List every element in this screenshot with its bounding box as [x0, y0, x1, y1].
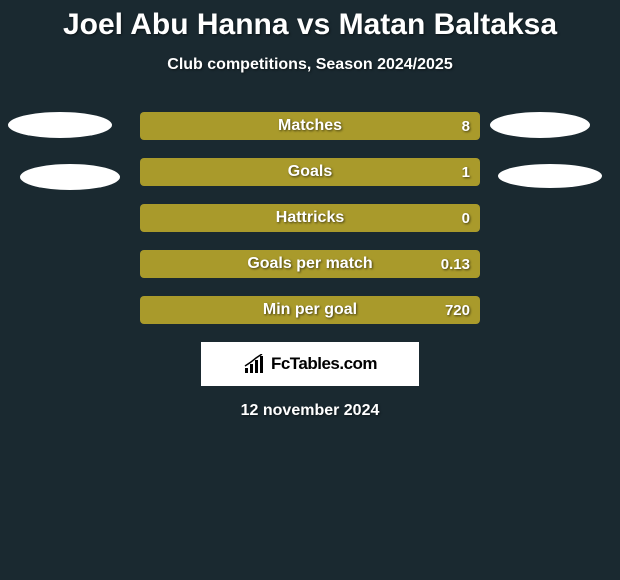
chart-icon — [243, 354, 267, 374]
logo-content: FcTables.com — [243, 354, 377, 374]
stat-value: 720 — [445, 302, 470, 319]
ellipse-decoration — [20, 164, 120, 190]
stat-label: Min per goal — [263, 301, 357, 319]
ellipse-decoration — [490, 112, 590, 138]
stat-value: 1 — [462, 164, 470, 181]
stat-label: Goals — [288, 163, 332, 181]
stat-bar-goals: Goals 1 — [140, 158, 480, 186]
stat-value: 8 — [462, 118, 470, 135]
stat-bar-matches: Matches 8 — [140, 112, 480, 140]
page-title: Joel Abu Hanna vs Matan Baltaksa — [0, 0, 620, 42]
date-text: 12 november 2024 — [0, 402, 620, 420]
ellipse-decoration — [498, 164, 602, 188]
stat-bar-goals-per-match: Goals per match 0.13 — [140, 250, 480, 278]
stat-bar-hattricks: Hattricks 0 — [140, 204, 480, 232]
stat-label: Goals per match — [247, 255, 372, 273]
logo-text: FcTables.com — [271, 354, 377, 374]
chart-area: Matches 8 Goals 1 Hattricks 0 Goals per … — [0, 112, 620, 324]
stat-label: Hattricks — [276, 209, 344, 227]
subtitle: Club competitions, Season 2024/2025 — [0, 56, 620, 74]
stat-bar-min-per-goal: Min per goal 720 — [140, 296, 480, 324]
footer-logo: FcTables.com — [201, 342, 419, 386]
stat-value: 0.13 — [441, 256, 470, 273]
ellipse-decoration — [8, 112, 112, 138]
stat-value: 0 — [462, 210, 470, 227]
stat-bars-container: Matches 8 Goals 1 Hattricks 0 Goals per … — [140, 112, 480, 324]
stat-label: Matches — [278, 117, 342, 135]
